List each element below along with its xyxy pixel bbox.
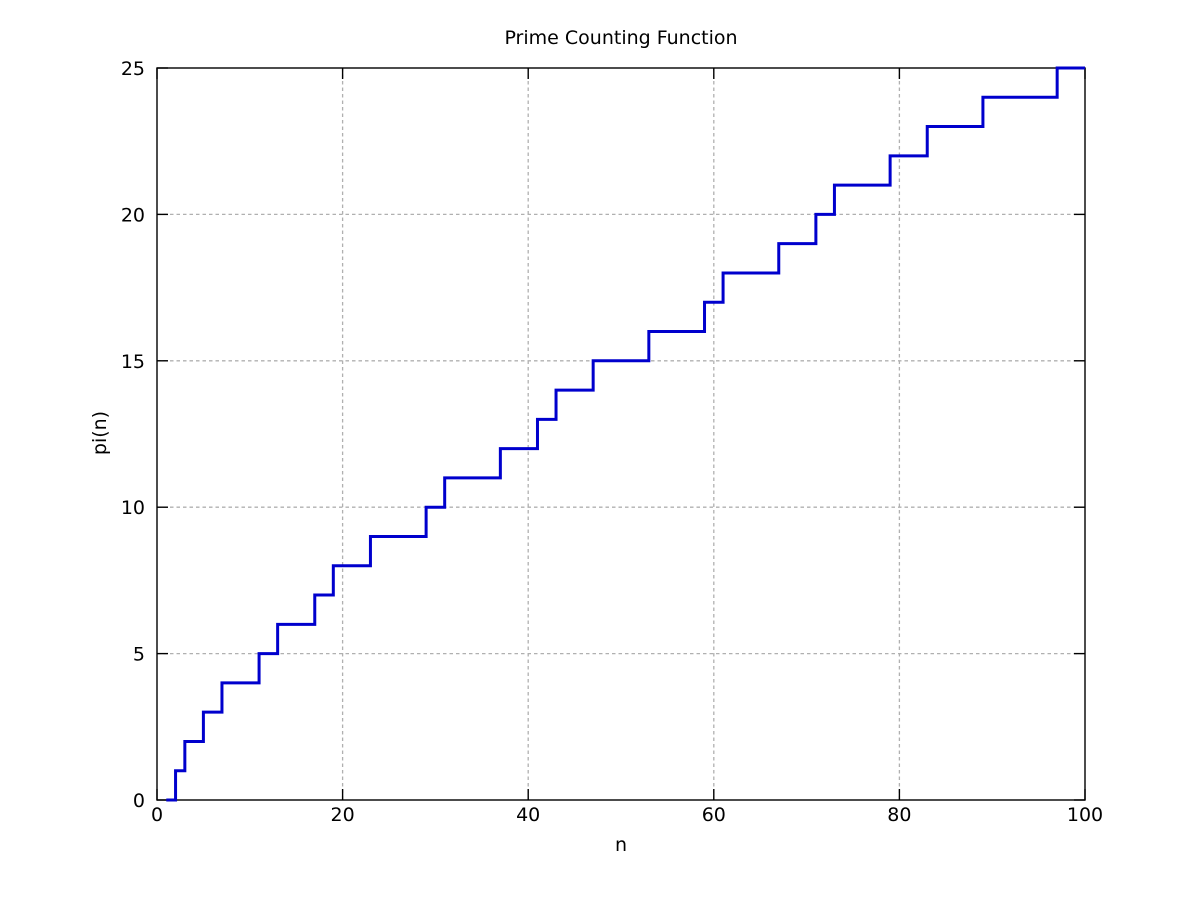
y-tick-label: 0 [133,790,145,812]
y-tick-label: 15 [121,351,145,373]
x-tick-label: 60 [702,804,726,826]
y-tick-label: 20 [121,204,145,226]
x-tick-label: 80 [887,804,911,826]
x-axis-label: n [614,834,628,856]
step-line [166,66,1085,802]
y-tick-label: 25 [121,58,145,80]
plot-border [156,67,1086,801]
chart-title: Prime Counting Function [504,27,738,49]
y-tick-label: 5 [133,644,145,666]
x-tick-label: 40 [516,804,540,826]
x-tick-label: 20 [331,804,355,826]
x-tick-label: 100 [1067,804,1103,826]
x-tick-label: 0 [151,804,163,826]
y-tick-label: 10 [121,497,145,519]
